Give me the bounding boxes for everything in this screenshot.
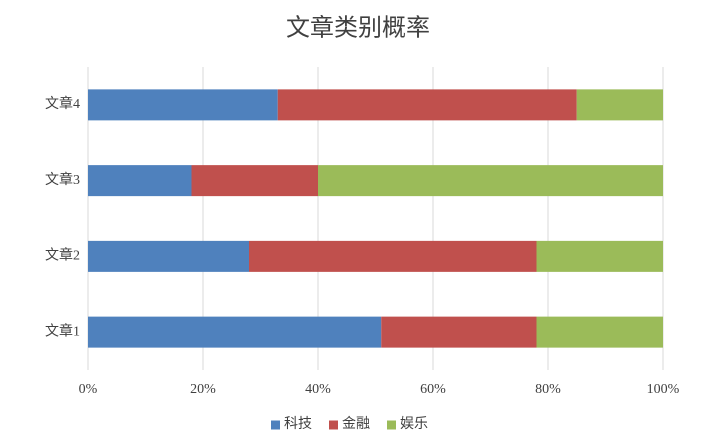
- y-tick-label: 文章1: [45, 322, 80, 339]
- x-tick-label: 20%: [190, 382, 216, 397]
- bar-segment: [88, 316, 382, 348]
- bar-segment: [88, 240, 249, 272]
- bar-segment: [191, 165, 318, 197]
- bar-segment: [536, 316, 663, 348]
- chart-title: 文章类别概率: [286, 15, 430, 42]
- x-tick-label: 80%: [535, 382, 561, 397]
- y-tick-label: 文章2: [45, 247, 80, 264]
- legend-swatch: [271, 420, 280, 430]
- bar-segment: [277, 89, 577, 121]
- bar-segment: [88, 89, 278, 121]
- bar-segment: [318, 165, 663, 197]
- x-tick-label: 40%: [305, 382, 331, 397]
- y-tick-label: 文章3: [45, 171, 80, 188]
- bar-segment: [249, 240, 537, 272]
- bar-segment: [381, 316, 537, 348]
- legend-label: 娱乐: [400, 416, 428, 432]
- x-tick-label: 60%: [420, 382, 446, 397]
- legend-label: 科技: [284, 416, 312, 432]
- x-tick-label: 0%: [79, 382, 98, 397]
- x-tick-label: 100%: [647, 382, 680, 397]
- legend-swatch: [329, 420, 338, 430]
- legend-swatch: [387, 420, 396, 430]
- bar-segment: [576, 89, 663, 121]
- legend-label: 金融: [342, 416, 370, 432]
- bar-segment: [536, 240, 663, 272]
- bar-segment: [88, 165, 192, 197]
- y-tick-label: 文章4: [45, 95, 80, 112]
